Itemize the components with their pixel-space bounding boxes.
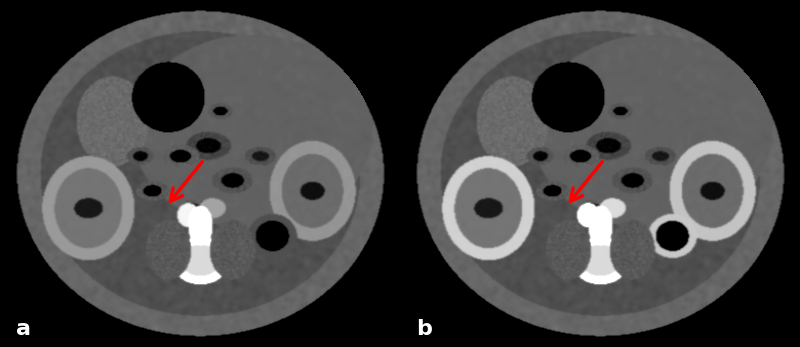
Text: a: a [16, 319, 31, 339]
Text: b: b [416, 319, 432, 339]
